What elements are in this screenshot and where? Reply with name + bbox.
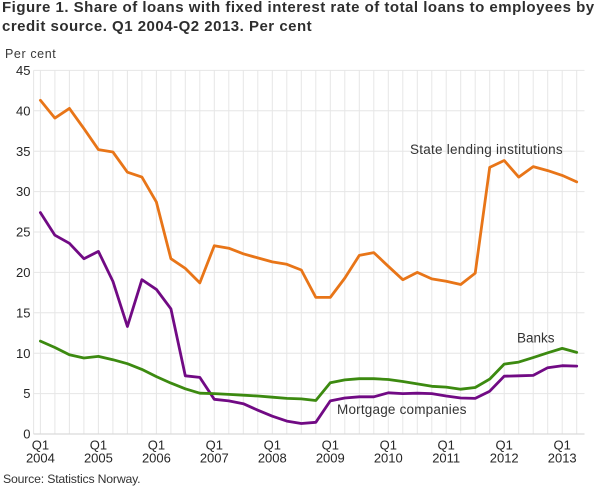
svg-text:Q1: Q1 xyxy=(148,438,165,453)
svg-text:2012: 2012 xyxy=(490,451,519,466)
svg-text:35: 35 xyxy=(16,144,30,159)
svg-text:25: 25 xyxy=(16,225,30,240)
svg-text:Mortgage companies: Mortgage companies xyxy=(337,402,467,417)
svg-text:45: 45 xyxy=(16,63,30,78)
svg-text:Per cent: Per cent xyxy=(5,47,56,61)
svg-text:Q1: Q1 xyxy=(554,438,571,453)
svg-text:Q1: Q1 xyxy=(90,438,107,453)
svg-text:Q1: Q1 xyxy=(496,438,513,453)
svg-text:40: 40 xyxy=(16,103,30,118)
svg-text:Q1: Q1 xyxy=(322,438,339,453)
svg-text:Q1: Q1 xyxy=(438,438,455,453)
svg-text:2011: 2011 xyxy=(432,451,460,466)
svg-text:2010: 2010 xyxy=(374,451,403,466)
svg-text:10: 10 xyxy=(16,346,30,361)
svg-text:Q1: Q1 xyxy=(206,438,223,453)
svg-text:2007: 2007 xyxy=(200,451,229,466)
svg-text:20: 20 xyxy=(16,265,30,280)
svg-text:State lending institutions: State lending institutions xyxy=(410,142,563,157)
svg-text:Source: Statistics Norway.: Source: Statistics Norway. xyxy=(3,472,140,486)
svg-text:30: 30 xyxy=(16,184,30,199)
svg-text:0: 0 xyxy=(23,427,30,442)
svg-text:2006: 2006 xyxy=(142,451,171,466)
svg-text:Banks: Banks xyxy=(517,331,555,346)
svg-text:2013: 2013 xyxy=(548,451,577,466)
svg-text:2009: 2009 xyxy=(316,451,345,466)
svg-text:Q1: Q1 xyxy=(32,438,49,453)
svg-text:15: 15 xyxy=(16,305,30,320)
svg-text:5: 5 xyxy=(23,386,30,401)
svg-text:2008: 2008 xyxy=(258,451,287,466)
svg-text:2005: 2005 xyxy=(84,451,113,466)
svg-text:Q1: Q1 xyxy=(380,438,397,453)
svg-text:2004: 2004 xyxy=(26,451,55,466)
svg-text:Q1: Q1 xyxy=(264,438,281,453)
